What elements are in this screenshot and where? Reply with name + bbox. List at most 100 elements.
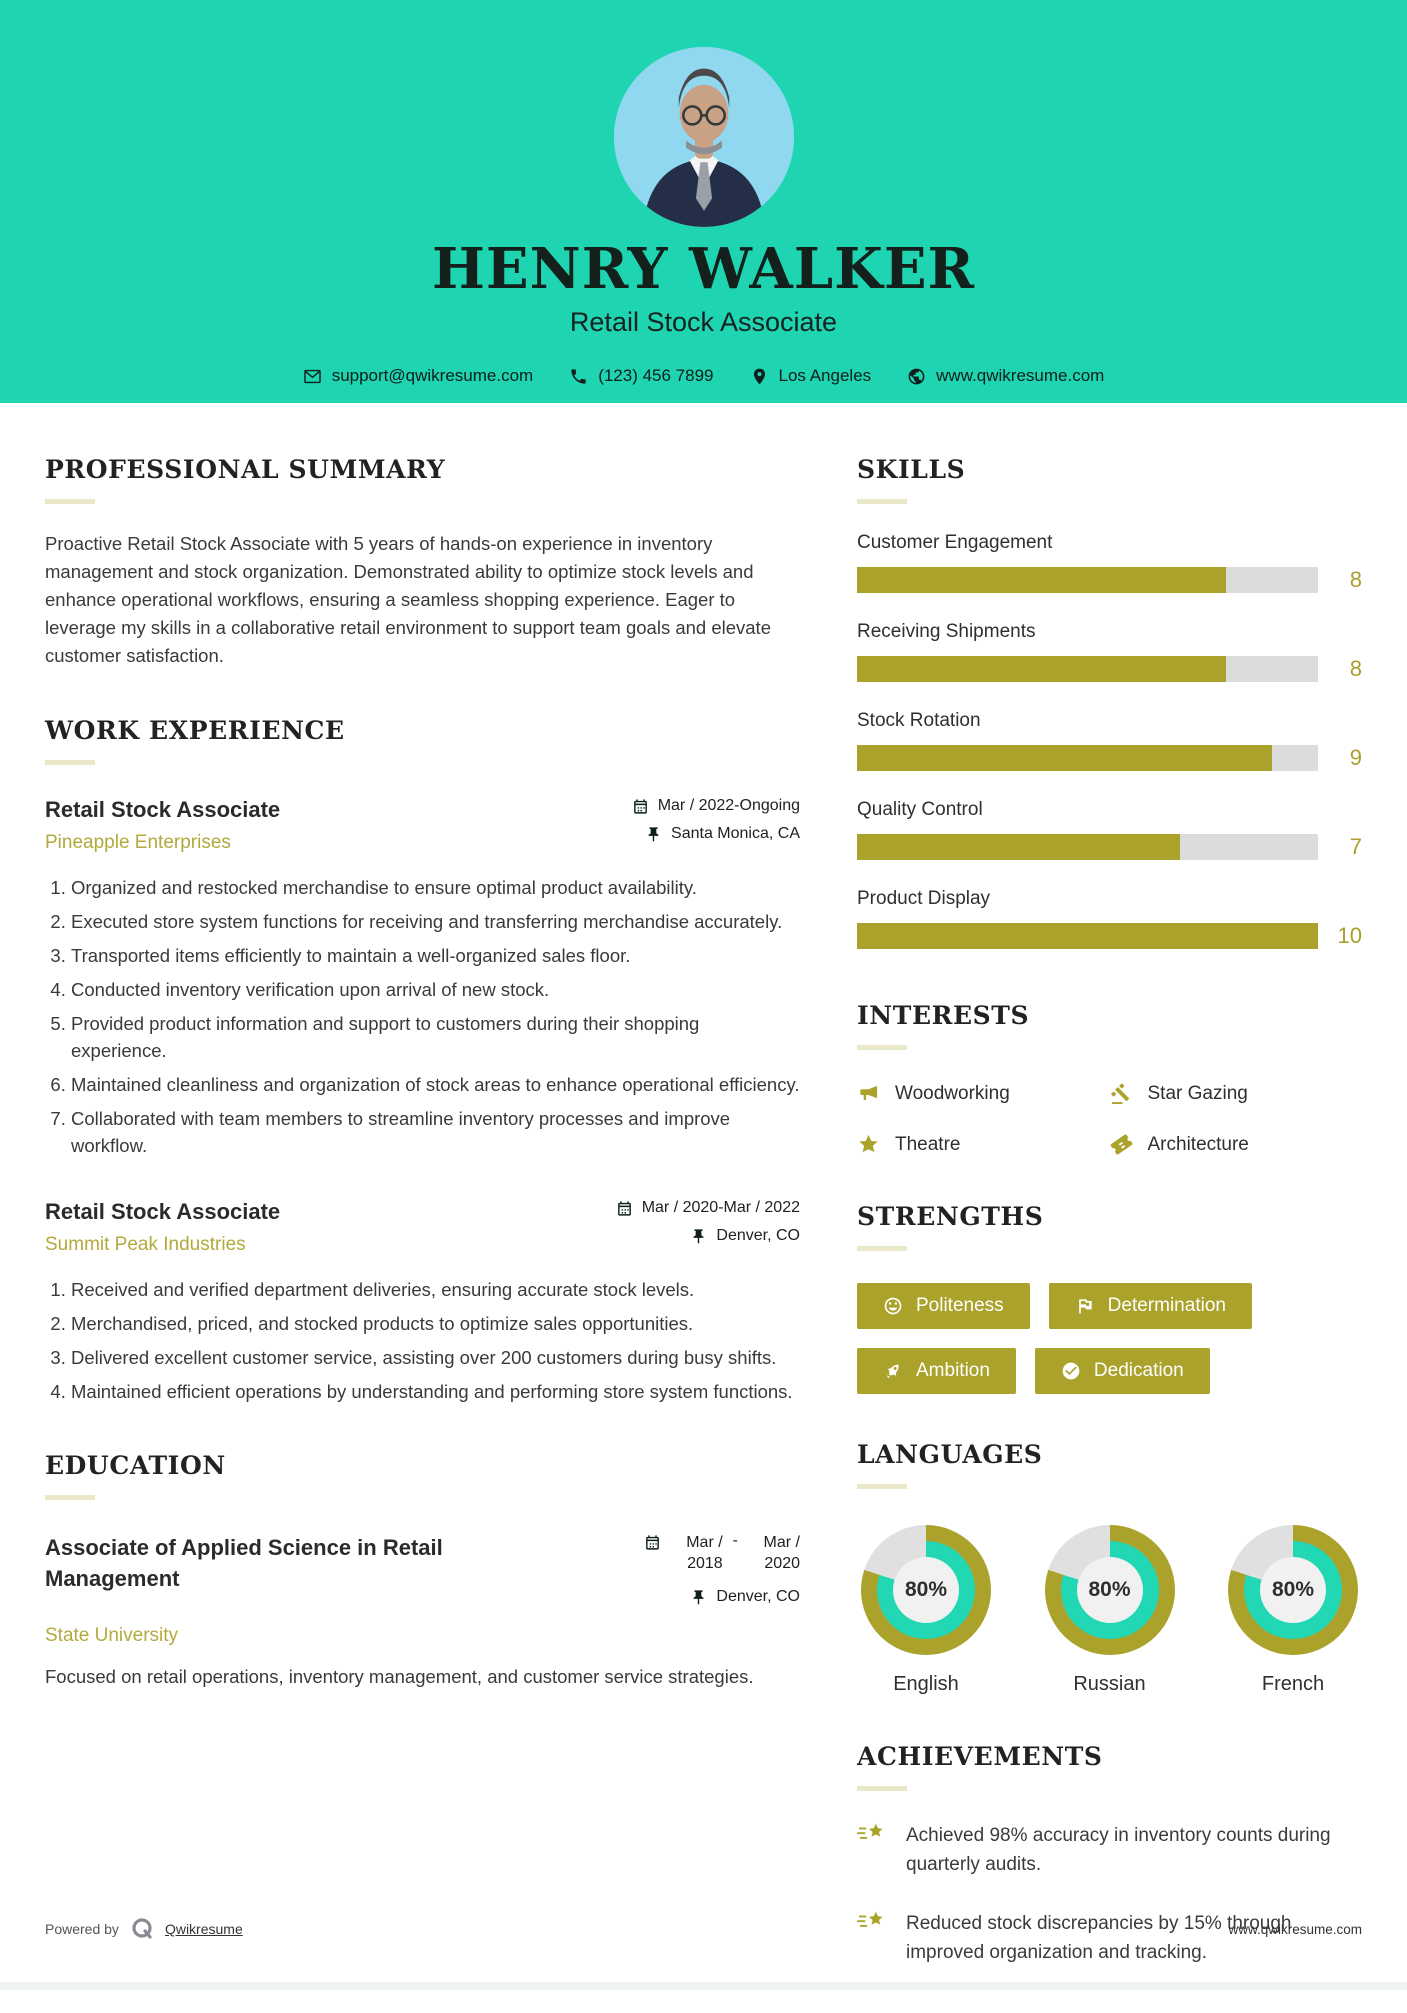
job-title: Retail Stock Associate [45, 797, 281, 822]
job-company: Summit Peak Industries [45, 1234, 246, 1255]
flag-icon [1078, 1299, 1092, 1314]
strengths-heading: STRENGTHS [857, 1202, 1044, 1231]
envelope-icon [303, 369, 321, 383]
job-meta: Mar / 2020-Mar / 2022 Denver, CO [616, 1199, 800, 1255]
main-content: PROFESSIONAL SUMMARY Proactive Retail St… [0, 403, 1407, 2013]
skill-bar-fill [857, 656, 1226, 682]
heading-underline [45, 1495, 95, 1500]
footer-site-link[interactable]: www.qwikresume.com [1228, 1921, 1362, 1937]
contact-phone[interactable]: (123) 456 7899 [569, 366, 714, 386]
rocket-icon [887, 1364, 899, 1378]
job-bullet: Maintained cleanliness and organization … [71, 1071, 800, 1098]
profile-photo [613, 47, 794, 227]
education-heading: EDUCATION [45, 1451, 226, 1480]
section-work-experience: WORK EXPERIENCE Retail Stock Associate P… [45, 716, 800, 1405]
job-bullet-list: Received and verified department deliver… [45, 1276, 800, 1405]
education-description: Focused on retail operations, inventory … [45, 1666, 754, 1687]
section-skills: SKILLS Customer Engagement 8 Receiving S… [857, 455, 1362, 949]
language-label: English [893, 1673, 959, 1695]
phone-icon [571, 368, 586, 384]
achievement-item: Achieved 98% accuracy in inventory count… [857, 1821, 1362, 1879]
job-title: Retail Stock Associate [45, 1199, 281, 1224]
heading-underline [45, 499, 95, 504]
calendar-icon [617, 1200, 631, 1216]
section-languages: LANGUAGES 80% English 80% Russian [857, 1440, 1362, 1696]
job-date: Mar / 2020-Mar / 2022 [616, 1199, 800, 1217]
powered-by-label: Powered by [45, 1921, 119, 1937]
pushpin-icon [648, 826, 659, 842]
education-date-start: Mar / 2018 [686, 1534, 723, 1572]
job-location: Santa Monica, CA [632, 825, 800, 843]
skill-bar-track [857, 745, 1318, 771]
job-meta: Mar / 2022-Ongoing Santa Monica, CA [632, 797, 800, 853]
achievements-heading: ACHIEVEMENTS [857, 1742, 1103, 1771]
interests-heading: INTERESTS [857, 1001, 1030, 1030]
bottom-strip [0, 1982, 1407, 1990]
skill-item: Customer Engagement 8 [857, 532, 1362, 593]
strength-badge: Politeness [857, 1283, 1030, 1329]
left-column: PROFESSIONAL SUMMARY Proactive Retail St… [45, 455, 800, 2013]
skill-item: Product Display 10 [857, 888, 1362, 949]
achievement-item: Reduced stock discrepancies by 15% throu… [857, 1909, 1362, 1967]
skill-bar-track [857, 567, 1318, 593]
location-pin-icon [753, 368, 765, 384]
contact-row: support@qwikresume.com (123) 456 7899 Lo… [0, 366, 1407, 386]
smiley-icon [884, 1297, 902, 1315]
education-date: Mar / 2018 - Mar / 2020 [644, 1532, 800, 1574]
qwikresume-link[interactable]: Qwikresume [164, 1921, 243, 1937]
strength-badge: Determination [1048, 1283, 1252, 1329]
skill-score: 10 [1337, 923, 1362, 948]
heading-underline [857, 1484, 907, 1489]
contact-website[interactable]: www.qwikresume.com [907, 366, 1104, 386]
job-bullet: Conducted inventory verification upon ar… [71, 976, 800, 1003]
job-bullet: Delivered excellent customer service, as… [71, 1344, 800, 1371]
skill-item: Quality Control 7 [857, 799, 1362, 860]
language-label: French [1261, 1673, 1325, 1695]
language-donut-chart: 80% [861, 1525, 991, 1655]
interest-item: Architecture [1110, 1133, 1363, 1156]
gavel-icon [1110, 1083, 1129, 1105]
heading-underline [45, 760, 95, 765]
globe-icon [908, 368, 925, 384]
job-location: Denver, CO [616, 1227, 800, 1245]
skill-bar-track [857, 923, 1318, 949]
check-circle-icon [1062, 1362, 1080, 1380]
pushpin-icon [693, 1589, 704, 1605]
school-name: State University [45, 1625, 179, 1646]
skill-bar-fill [857, 923, 1318, 949]
calendar-icon [645, 1535, 659, 1550]
job-bullet: Received and verified department deliver… [71, 1276, 800, 1303]
job-entry: Retail Stock Associate Pineapple Enterpr… [45, 797, 800, 1159]
shooting-star-icon [857, 1823, 883, 1839]
language-percent: 80% [1076, 1557, 1143, 1623]
languages-heading: LANGUAGES [857, 1440, 1043, 1469]
section-achievements: ACHIEVEMENTS Achieved 98% accuracy in in… [857, 1742, 1362, 1967]
summary-text: Proactive Retail Stock Associate with 5 … [45, 533, 771, 666]
strength-badge: Ambition [857, 1348, 1016, 1394]
skill-bar-track [857, 656, 1318, 682]
work-heading: WORK EXPERIENCE [45, 716, 345, 745]
section-professional-summary: PROFESSIONAL SUMMARY Proactive Retail St… [45, 455, 800, 670]
job-date: Mar / 2022-Ongoing [632, 797, 800, 815]
education-date-end: Mar / 2020 [763, 1534, 800, 1572]
skill-bar-fill [857, 834, 1180, 860]
pushpin-icon [693, 1228, 704, 1244]
skill-score: 8 [1349, 656, 1362, 681]
skill-item: Stock Rotation 9 [857, 710, 1362, 771]
interest-item: Woodworking [857, 1082, 1110, 1105]
language-donut-chart: 80% [1228, 1525, 1358, 1655]
header: HENRY WALKER Retail Stock Associate supp… [0, 0, 1407, 403]
heading-underline [857, 1786, 907, 1791]
right-column: SKILLS Customer Engagement 8 Receiving S… [857, 455, 1362, 2013]
job-bullet: Organized and restocked merchandise to e… [71, 874, 800, 901]
job-bullet: Collaborated with team members to stream… [71, 1105, 800, 1159]
skill-score: 7 [1349, 834, 1362, 859]
education-location: Denver, CO [644, 1588, 800, 1606]
heading-underline [857, 1045, 907, 1050]
shooting-star-icon [857, 1911, 883, 1927]
heading-underline [857, 499, 907, 504]
contact-email[interactable]: support@qwikresume.com [303, 366, 533, 386]
degree-title: Associate of Applied Science in Retail M… [45, 1535, 443, 1591]
megaphone-icon [860, 1085, 878, 1101]
job-bullet: Maintained efficient operations by under… [71, 1378, 800, 1405]
